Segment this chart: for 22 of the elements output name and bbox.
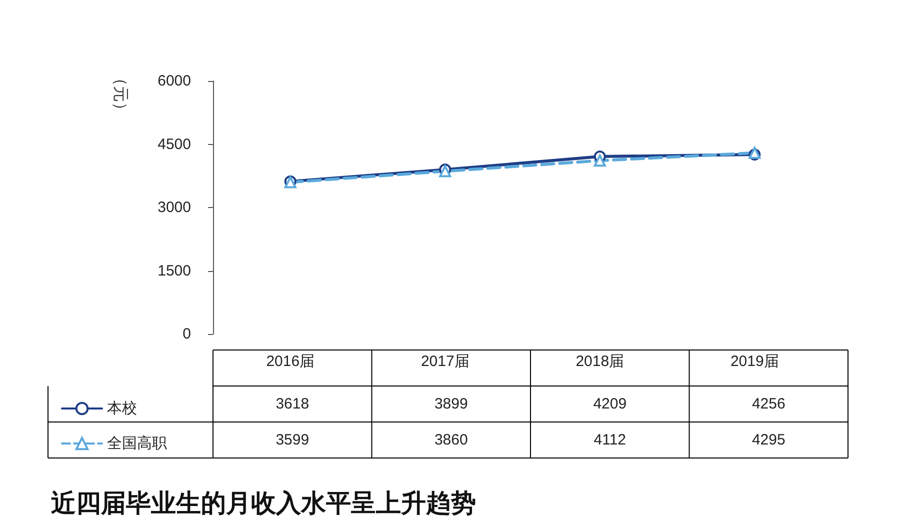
- x-tick-label: 2016届: [266, 353, 315, 370]
- data-label: 3860: [434, 432, 468, 448]
- y-tick-label: 4500: [158, 136, 191, 153]
- x-tick-label: 2017届: [420, 353, 470, 370]
- y-tick-label: 1500: [158, 262, 191, 280]
- data-label: 4209: [593, 396, 627, 412]
- y-axis-title: （元）: [112, 70, 128, 118]
- legend-label: 本校: [107, 400, 137, 417]
- y-tick-label: 6000: [158, 72, 191, 90]
- legend-label: 全国高职: [107, 435, 167, 452]
- x-tick-label: 2018届: [576, 353, 624, 370]
- data-label: 3618: [276, 396, 310, 412]
- x-tick-label: 2019届: [730, 353, 779, 370]
- data-label: 4112: [594, 432, 626, 448]
- y-tick-label: 3000: [158, 199, 191, 216]
- text: 近四届毕业生的月收入水平呈上升趋势: [51, 490, 476, 518]
- data-label: 4256: [752, 396, 786, 412]
- y-tick-label: 0: [182, 326, 191, 342]
- data-label: 4295: [752, 432, 786, 448]
- data-label: 3599: [276, 432, 310, 448]
- data-label: 3899: [434, 396, 468, 412]
- point: [594, 154, 606, 167]
